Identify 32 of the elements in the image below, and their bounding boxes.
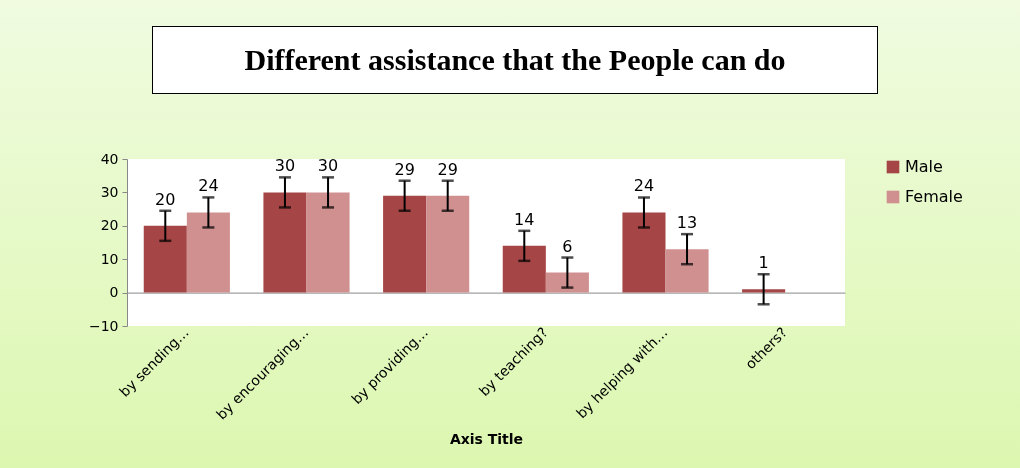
data-label: 6: [562, 236, 573, 256]
data-label: 30: [317, 156, 339, 176]
bar: [742, 289, 786, 293]
x-axis-title: Axis Title: [449, 430, 524, 447]
bar: [622, 212, 666, 293]
bar: [665, 249, 709, 293]
data-label: 14: [514, 209, 535, 229]
bar: [502, 245, 546, 293]
data-label: 30: [274, 156, 296, 176]
bar: [383, 195, 427, 293]
data-label: 29: [394, 159, 415, 179]
bar: [143, 225, 187, 293]
y-tick-label: 40: [100, 150, 119, 167]
bar: [306, 192, 350, 293]
data-label: 20: [155, 189, 176, 209]
y-tick-label: 30: [100, 183, 119, 200]
legend-label: Male: [905, 157, 943, 176]
chart-title: Different assistance that the People can do: [152, 26, 878, 94]
data-label: 13: [676, 213, 698, 233]
data-label: 24: [198, 176, 219, 196]
data-label: 1: [758, 253, 769, 273]
y-tick-label: 0: [109, 284, 119, 301]
data-label: 29: [437, 159, 458, 179]
y-tick-label: 10: [100, 250, 119, 267]
data-label: 24: [633, 176, 655, 196]
bar: [186, 212, 230, 293]
y-tick-label: −10: [88, 317, 119, 334]
bar: [545, 272, 589, 293]
bar: [426, 195, 470, 293]
bar: [263, 192, 307, 293]
legend-label: Female: [905, 187, 963, 206]
y-tick-label: 20: [100, 217, 119, 234]
